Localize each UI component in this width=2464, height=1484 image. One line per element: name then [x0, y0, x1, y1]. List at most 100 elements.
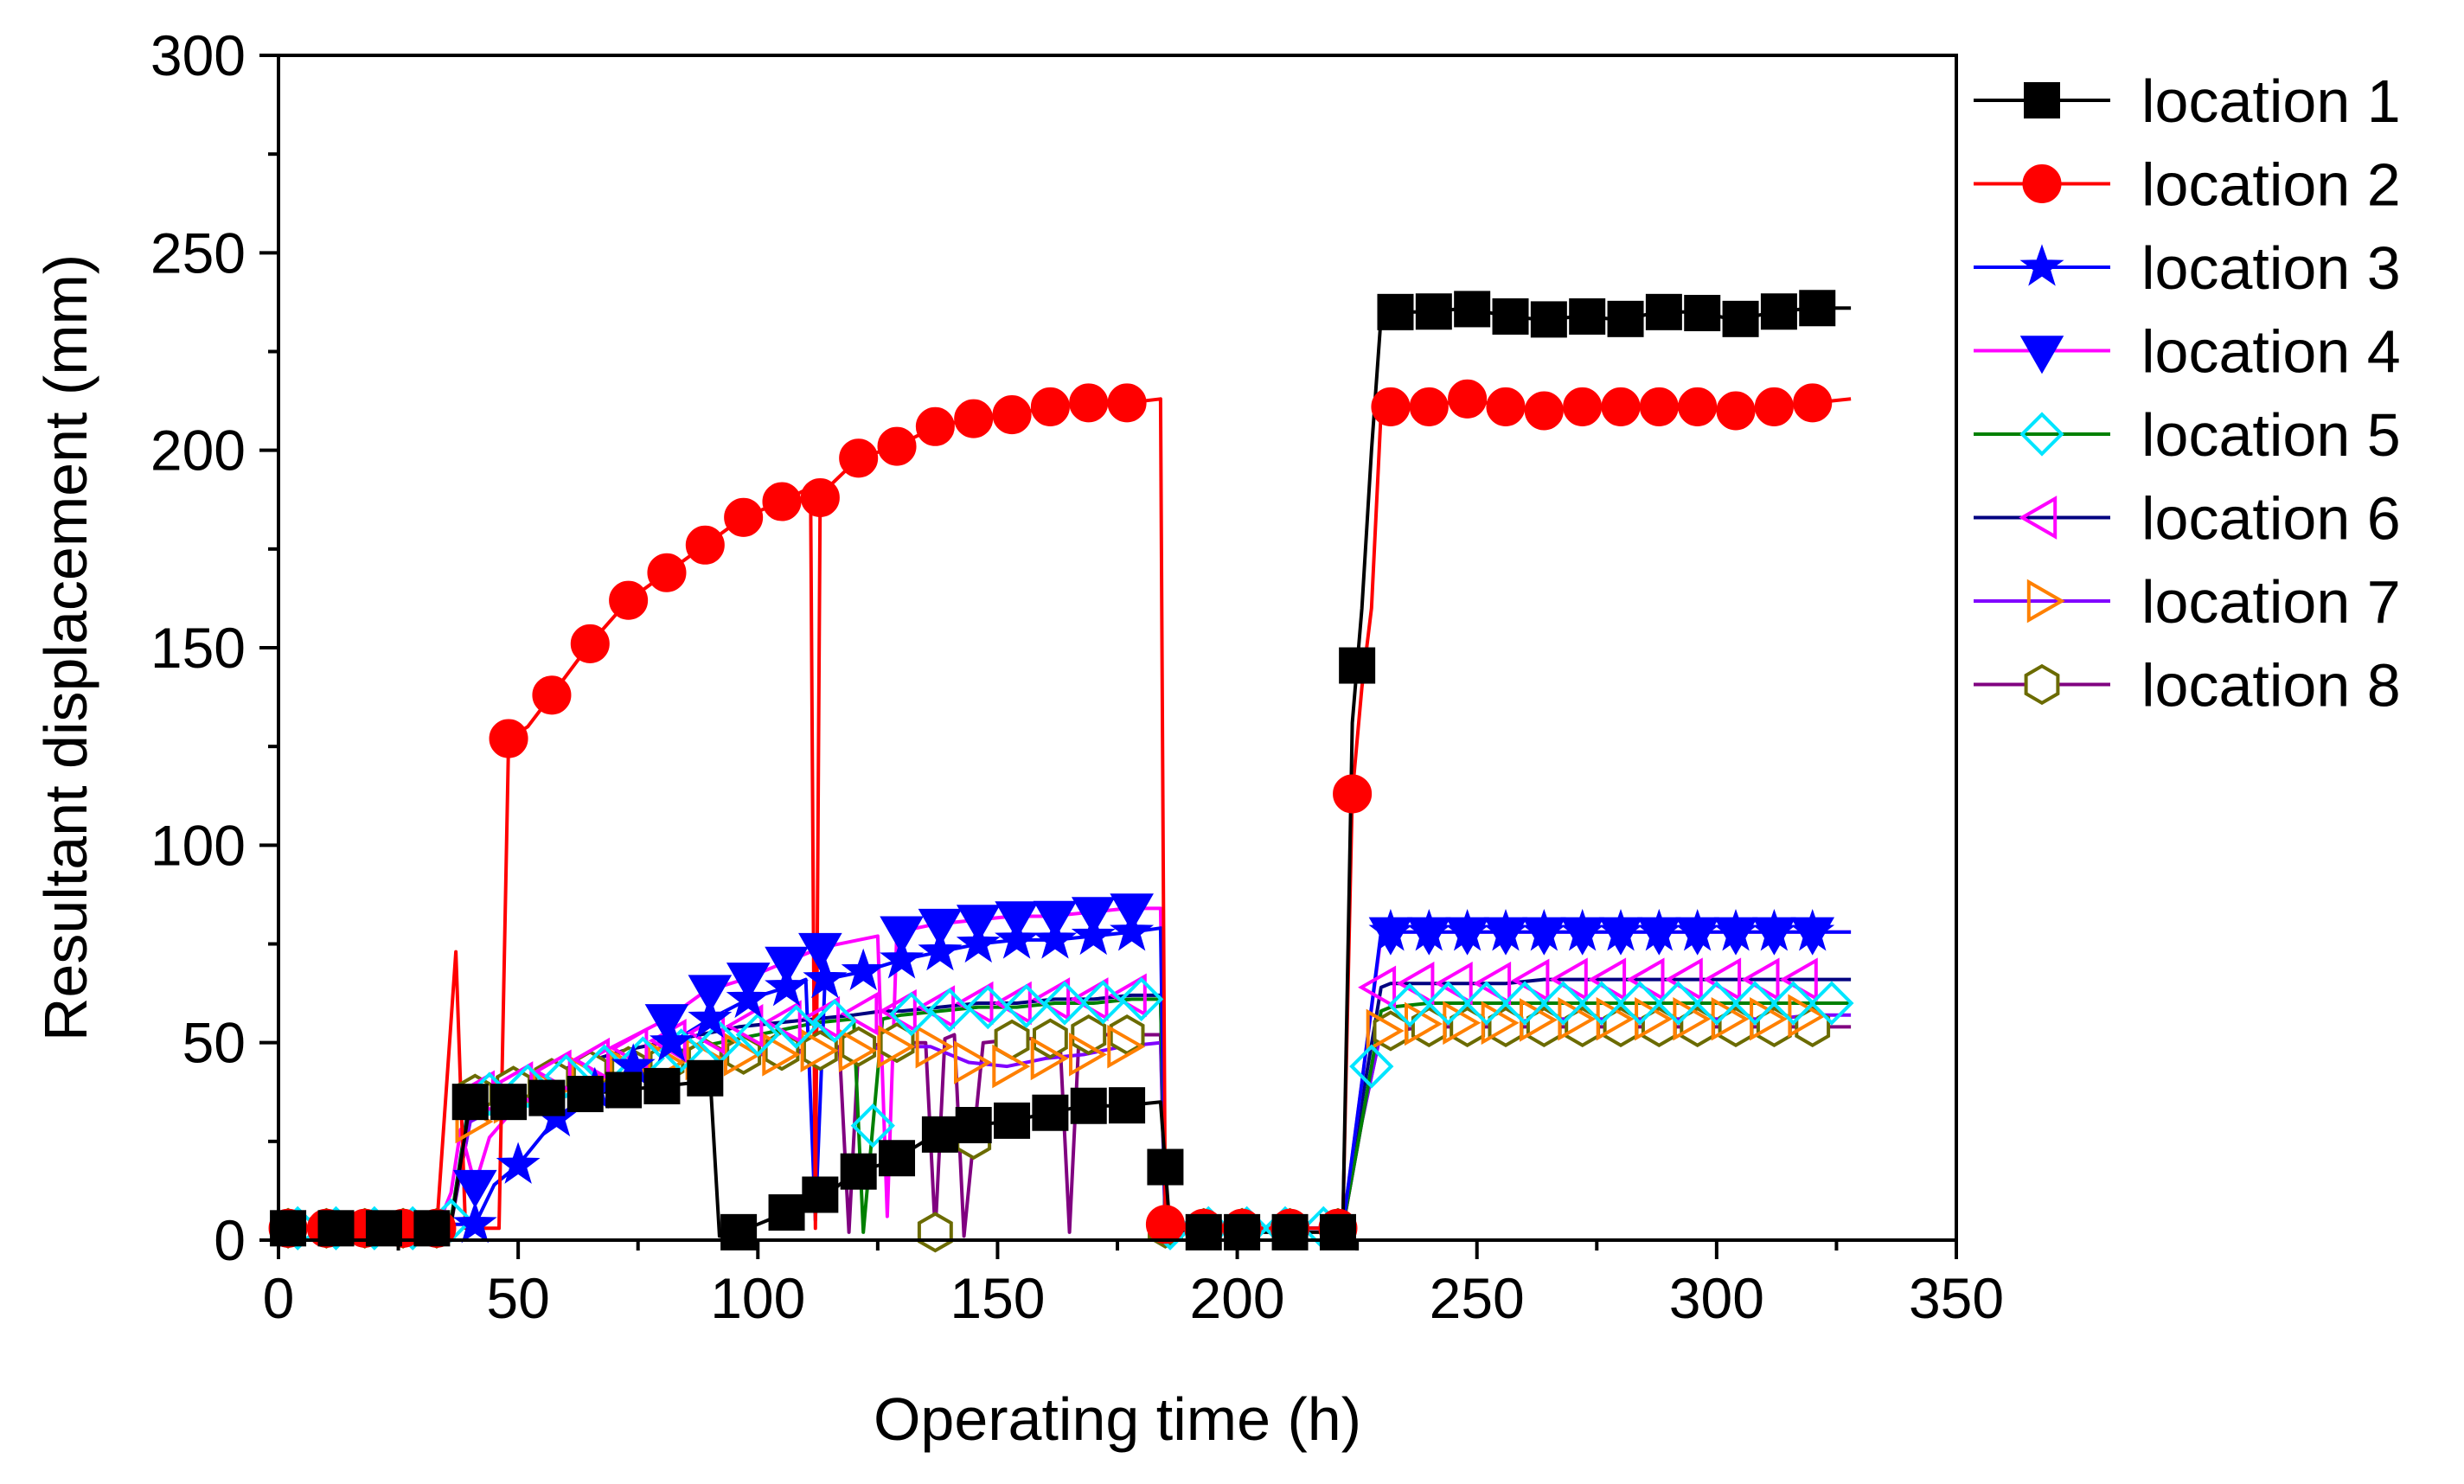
- data-point: [725, 1003, 764, 1048]
- data-point: [609, 580, 649, 620]
- data-point: [1716, 391, 1756, 431]
- data-point: [1107, 383, 1147, 423]
- data-point: [1185, 1213, 1222, 1251]
- legend-item-1: location 1: [1974, 67, 2401, 135]
- data-point: [765, 963, 809, 1007]
- x-tick-label: 150: [950, 1266, 1045, 1330]
- x-tick-label: 350: [1909, 1266, 2004, 1330]
- data-point: [1530, 301, 1567, 338]
- data-point: [954, 399, 994, 438]
- legend-item-2: location 2: [1974, 151, 2401, 219]
- data-point: [802, 1176, 839, 1213]
- data-point: [1713, 908, 1758, 951]
- data-point: [1349, 1044, 1394, 1089]
- data-point: [1473, 961, 1512, 1006]
- x-tick-label: 100: [710, 1266, 805, 1330]
- legend-item-7: location 7: [1974, 568, 2401, 636]
- data-point: [1224, 1213, 1261, 1251]
- data-point: [1486, 387, 1526, 426]
- legend-label: location 8: [2141, 652, 2401, 720]
- data-point: [688, 975, 733, 1014]
- legend-marker: [2019, 412, 2064, 457]
- data-point: [918, 908, 963, 947]
- data-point: [1760, 293, 1797, 330]
- data-point: [1524, 391, 1564, 431]
- y-tick-label: 250: [150, 221, 246, 285]
- data-point: [1371, 387, 1411, 426]
- data-point: [1119, 976, 1164, 1022]
- data-point: [1563, 387, 1603, 426]
- y-tick-label: 50: [182, 1011, 246, 1075]
- data-point: [915, 406, 955, 446]
- data-point: [880, 916, 924, 955]
- data-point: [877, 1024, 916, 1069]
- legend-label: location 3: [2141, 234, 2401, 302]
- data-point: [605, 1071, 643, 1109]
- data-point: [1722, 300, 1759, 337]
- data-point: [532, 675, 572, 715]
- y-tick-label: 100: [150, 813, 246, 877]
- data-point: [1732, 981, 1777, 1026]
- data-point: [1080, 980, 1126, 1025]
- data-point: [1415, 293, 1452, 330]
- data-point: [921, 1116, 958, 1153]
- data-point: [879, 1140, 916, 1177]
- data-point: [992, 1044, 1031, 1089]
- data-point: [917, 1212, 953, 1253]
- y-tick-label: 300: [150, 23, 246, 87]
- data-point: [1032, 1094, 1069, 1131]
- data-point: [1790, 908, 1835, 951]
- x-tick-label: 0: [263, 1266, 295, 1330]
- data-point: [1492, 297, 1529, 335]
- data-point: [994, 1102, 1031, 1139]
- data-point: [570, 624, 610, 663]
- data-point: [1639, 387, 1679, 426]
- data-point: [1409, 387, 1449, 426]
- y-tick-label: 200: [150, 419, 246, 483]
- data-point: [1636, 908, 1681, 951]
- data-point: [643, 1067, 681, 1104]
- legend-label: location 5: [2141, 401, 2401, 469]
- data-point: [1333, 774, 1373, 814]
- data-point: [571, 1037, 610, 1082]
- data-point: [839, 438, 879, 478]
- data-point: [1030, 387, 1070, 426]
- data-point: [452, 1169, 497, 1208]
- data-point: [1448, 379, 1488, 419]
- data-point: [649, 1019, 694, 1062]
- data-point: [1445, 908, 1490, 951]
- data-point: [1655, 981, 1701, 1026]
- data-point: [1481, 1001, 1520, 1046]
- data-point: [1147, 1148, 1184, 1186]
- data-point: [1799, 290, 1836, 327]
- x-tick-label: 250: [1430, 1266, 1525, 1330]
- data-point: [1110, 908, 1155, 951]
- data-point: [1368, 908, 1413, 951]
- legend-item-3: location 3: [1974, 234, 2401, 302]
- legend-label: location 1: [2141, 67, 2401, 135]
- data-point: [1464, 981, 1509, 1026]
- legend: location 1 location 2 location 3 location 4…: [1974, 67, 2401, 720]
- legend-label: location 4: [2141, 318, 2401, 386]
- legend-marker: [2019, 496, 2058, 540]
- data-point: [1145, 1205, 1185, 1244]
- legend-item-4: location 4: [1974, 318, 2401, 386]
- legend-marker: [2024, 82, 2060, 118]
- data-point: [1675, 908, 1720, 951]
- data-point: [812, 998, 857, 1044]
- data-point: [1387, 982, 1432, 1027]
- data-point: [1579, 981, 1624, 1026]
- data-point: [1107, 1024, 1146, 1069]
- data-point: [773, 1004, 819, 1050]
- data-point: [1271, 1213, 1309, 1251]
- legend-label: location 7: [2141, 568, 2401, 636]
- data-point: [850, 1103, 895, 1148]
- data-point: [1560, 908, 1605, 951]
- legend-item-5: location 5: [1974, 401, 2401, 469]
- data-point: [720, 1213, 758, 1251]
- data-point: [496, 1142, 541, 1184]
- data-point: [1793, 383, 1833, 423]
- data-point: [1004, 983, 1049, 1029]
- data-point: [840, 991, 879, 1036]
- data-point: [954, 1040, 993, 1084]
